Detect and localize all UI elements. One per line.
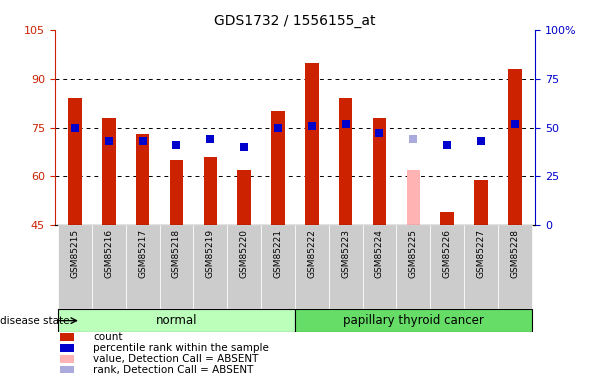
Bar — [407, 170, 420, 225]
Bar — [170, 160, 183, 225]
Bar — [227, 225, 261, 309]
Bar — [362, 225, 396, 309]
Text: GSM85215: GSM85215 — [71, 229, 80, 278]
Text: GSM85222: GSM85222 — [307, 229, 316, 278]
Bar — [159, 225, 193, 309]
Text: papillary thyroid cancer: papillary thyroid cancer — [343, 314, 484, 327]
Bar — [498, 225, 531, 309]
Bar — [508, 69, 522, 225]
Text: percentile rank within the sample: percentile rank within the sample — [93, 343, 269, 353]
Bar — [102, 118, 116, 225]
Bar — [136, 134, 150, 225]
Bar — [60, 355, 74, 363]
Text: count: count — [93, 332, 123, 342]
Text: GSM85227: GSM85227 — [477, 229, 485, 278]
Bar — [60, 333, 74, 341]
Text: GSM85226: GSM85226 — [443, 229, 452, 278]
Bar — [305, 63, 319, 225]
Bar — [204, 157, 217, 225]
Bar — [295, 225, 329, 309]
Text: GSM85219: GSM85219 — [206, 229, 215, 278]
Text: value, Detection Call = ABSENT: value, Detection Call = ABSENT — [93, 354, 258, 364]
Bar — [474, 180, 488, 225]
Bar — [126, 225, 159, 309]
Text: disease state: disease state — [0, 316, 69, 326]
Bar — [60, 344, 74, 352]
Text: GSM85223: GSM85223 — [341, 229, 350, 278]
Text: GSM85225: GSM85225 — [409, 229, 418, 278]
Text: GSM85220: GSM85220 — [240, 229, 249, 278]
Bar — [339, 98, 353, 225]
Text: GSM85221: GSM85221 — [274, 229, 283, 278]
Bar — [68, 98, 82, 225]
Bar — [92, 225, 126, 309]
Bar — [440, 212, 454, 225]
Bar — [60, 366, 74, 374]
Text: GSM85218: GSM85218 — [172, 229, 181, 278]
Bar — [271, 111, 285, 225]
Bar — [193, 225, 227, 309]
Bar — [295, 309, 531, 332]
Text: GSM85228: GSM85228 — [510, 229, 519, 278]
Bar — [430, 225, 464, 309]
Bar — [396, 225, 430, 309]
Bar — [373, 118, 386, 225]
Text: GSM85224: GSM85224 — [375, 229, 384, 278]
Text: rank, Detection Call = ABSENT: rank, Detection Call = ABSENT — [93, 364, 254, 375]
Text: GSM85216: GSM85216 — [105, 229, 113, 278]
Bar — [237, 170, 251, 225]
Title: GDS1732 / 1556155_at: GDS1732 / 1556155_at — [214, 13, 376, 28]
Bar — [58, 225, 92, 309]
Bar — [261, 225, 295, 309]
Text: normal: normal — [156, 314, 197, 327]
Text: GSM85217: GSM85217 — [138, 229, 147, 278]
Bar — [58, 309, 295, 332]
Bar — [329, 225, 362, 309]
Bar — [464, 225, 498, 309]
